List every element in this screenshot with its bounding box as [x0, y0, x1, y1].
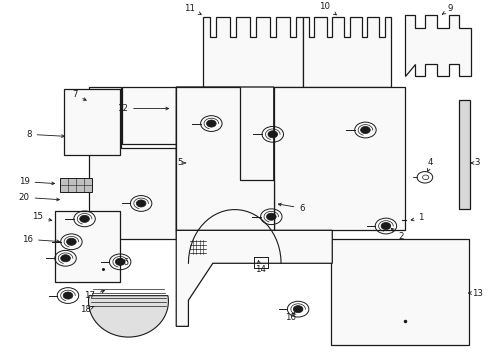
- Text: 20: 20: [19, 193, 59, 202]
- Polygon shape: [405, 15, 470, 76]
- Circle shape: [206, 120, 216, 127]
- Circle shape: [293, 306, 303, 313]
- Text: 2: 2: [390, 228, 404, 241]
- Polygon shape: [64, 89, 120, 155]
- Text: 5: 5: [177, 158, 185, 167]
- Polygon shape: [458, 100, 469, 209]
- Circle shape: [380, 222, 390, 230]
- Circle shape: [360, 126, 369, 134]
- Text: 17: 17: [84, 290, 104, 300]
- Bar: [60, 178, 92, 192]
- Polygon shape: [273, 87, 405, 230]
- Text: 6: 6: [278, 203, 304, 213]
- Polygon shape: [55, 211, 120, 282]
- Text: 16: 16: [285, 312, 296, 321]
- Text: 16: 16: [118, 258, 129, 267]
- Text: 15: 15: [32, 212, 52, 221]
- Polygon shape: [330, 239, 468, 345]
- Circle shape: [63, 292, 73, 299]
- Text: 10: 10: [319, 2, 336, 15]
- Text: 7: 7: [72, 90, 86, 100]
- Polygon shape: [122, 87, 390, 144]
- Text: 18: 18: [80, 305, 94, 314]
- Text: 4: 4: [427, 158, 433, 171]
- Circle shape: [266, 213, 276, 220]
- Text: 8: 8: [26, 130, 64, 139]
- Text: 3: 3: [470, 158, 479, 167]
- Circle shape: [66, 238, 76, 246]
- Text: 14: 14: [254, 261, 265, 274]
- Polygon shape: [89, 87, 176, 239]
- Circle shape: [136, 200, 145, 207]
- Text: 9: 9: [442, 4, 452, 14]
- Circle shape: [267, 131, 277, 138]
- Polygon shape: [203, 17, 303, 87]
- Polygon shape: [88, 296, 168, 337]
- Polygon shape: [303, 17, 390, 87]
- Text: 11: 11: [183, 4, 201, 14]
- Text: 16: 16: [22, 235, 59, 244]
- Text: 12: 12: [117, 104, 168, 113]
- Text: 13: 13: [468, 288, 482, 297]
- Text: 1: 1: [410, 213, 423, 222]
- Circle shape: [80, 215, 89, 222]
- Text: 19: 19: [19, 177, 55, 186]
- Circle shape: [115, 258, 125, 265]
- Polygon shape: [176, 87, 273, 230]
- Circle shape: [61, 255, 70, 262]
- Polygon shape: [176, 230, 331, 327]
- Polygon shape: [176, 87, 273, 230]
